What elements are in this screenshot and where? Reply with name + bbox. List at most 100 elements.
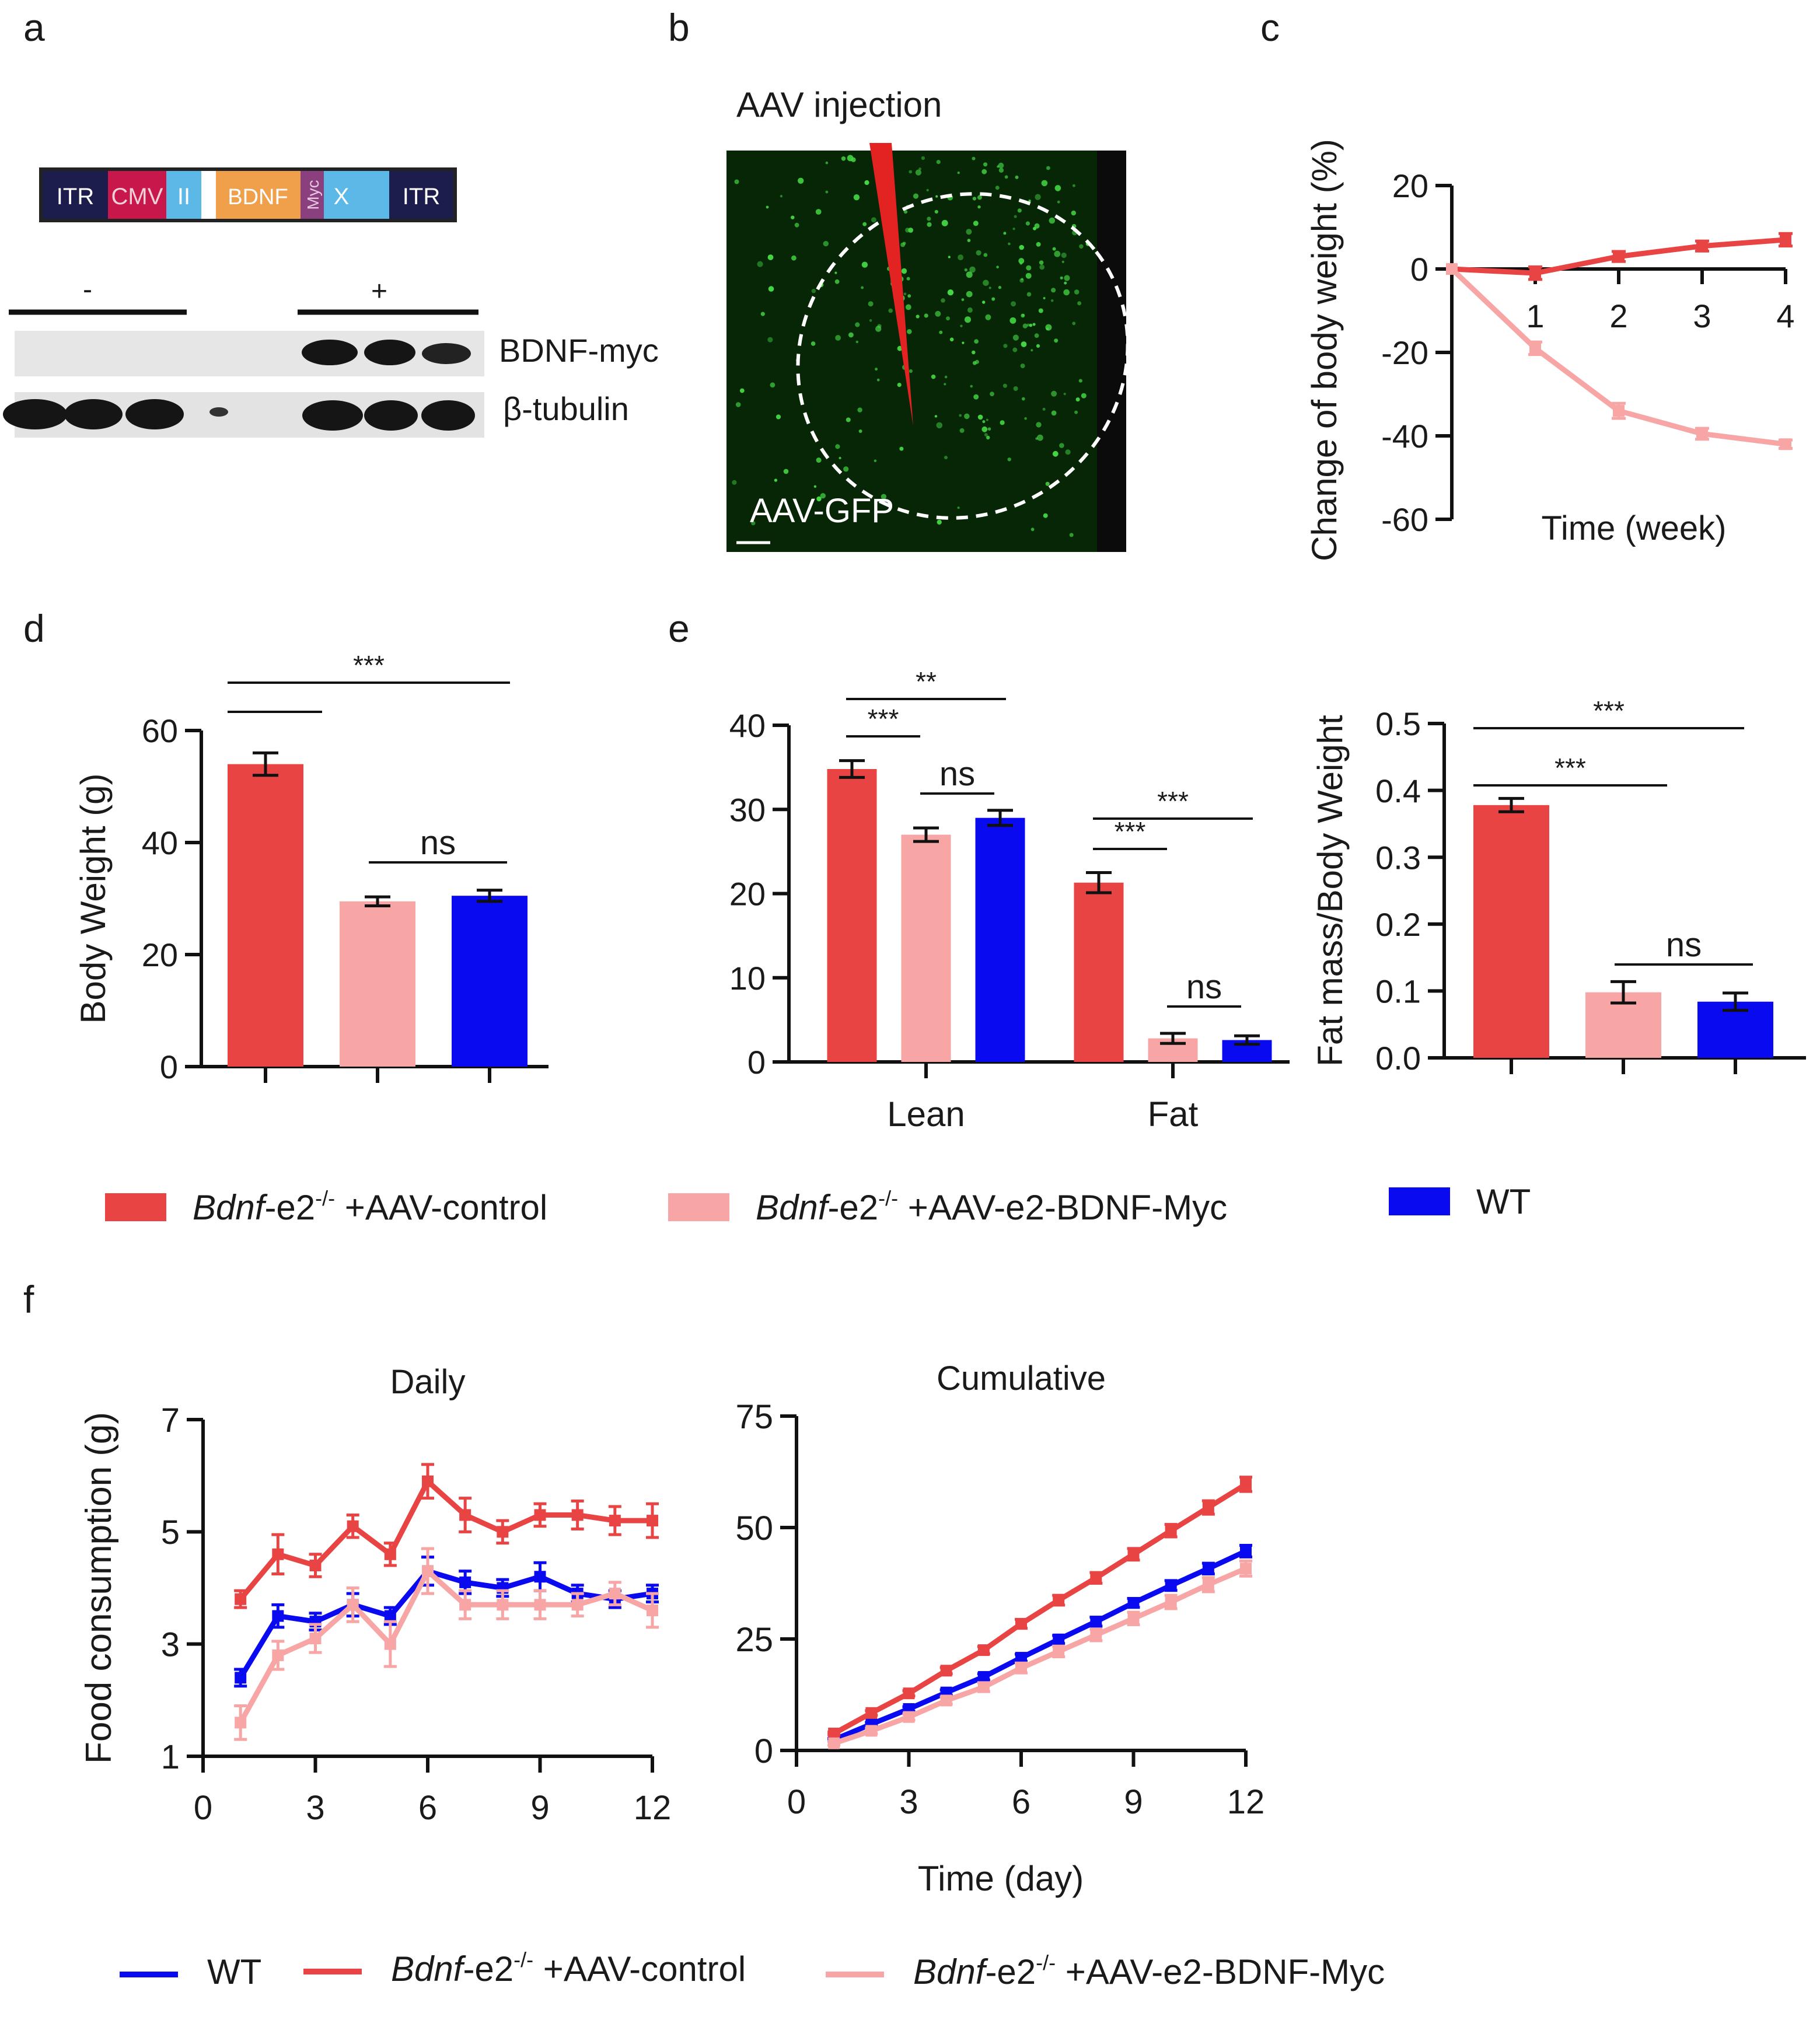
gfp-cell [834, 279, 840, 284]
data-point [977, 1644, 990, 1656]
gfp-cell [966, 271, 973, 278]
data-point [1165, 1596, 1177, 1608]
construct-label-itr-right: ITR [403, 184, 440, 209]
data-point [1240, 1563, 1252, 1575]
gfp-cell [1007, 457, 1011, 462]
x-tick-label: Lean [887, 1095, 965, 1134]
gfp-cell [875, 368, 878, 371]
data-point [571, 1509, 584, 1521]
data-point [1127, 1612, 1140, 1624]
construct-label-bdnf: BDNF [228, 185, 288, 209]
gfp-cell [843, 466, 849, 472]
y-tick-label: 20 [729, 876, 766, 913]
gfp-cell [985, 314, 991, 320]
data-point [1696, 240, 1708, 252]
gfp-cell [739, 388, 745, 393]
y-axis-label: Body Weight (g) [74, 773, 113, 1023]
gfp-cell [1071, 210, 1077, 216]
gfp-cell [864, 180, 869, 186]
gfp-cell [1063, 393, 1066, 396]
data-point [309, 1560, 322, 1572]
blot-image [3, 331, 484, 438]
gfp-cell [846, 417, 851, 422]
gfp-cell [1064, 275, 1070, 281]
legend-swatch [1389, 1187, 1450, 1215]
chart-c: -60 -40 -20 0 20 1 2 3 4 Change of body weight (%… [1305, 139, 1795, 561]
injection-needle [869, 143, 913, 426]
data-point [422, 1475, 434, 1487]
data-point [1202, 1501, 1214, 1514]
data-point [865, 1725, 878, 1737]
y-tick-label: 20 [142, 936, 178, 973]
x-tick-label: 12 [634, 1789, 672, 1827]
gfp-cell [1021, 397, 1025, 401]
gfp-cell [988, 286, 991, 289]
gfp-cell [857, 407, 862, 413]
gfp-cell [974, 359, 979, 364]
panel-b: AAV injection AAV-GFP [726, 85, 1130, 552]
gfp-cell [1060, 276, 1063, 279]
gfp-cell [957, 506, 960, 509]
significance-label: ns [939, 755, 975, 793]
gfp-cell [969, 266, 976, 273]
gfp-cell [936, 422, 943, 429]
gfp-cell [825, 190, 829, 194]
gfp-cell [986, 418, 988, 421]
gfp-cell [921, 156, 925, 160]
gfp-cell [1019, 244, 1024, 250]
y-tick-label: -40 [1381, 418, 1428, 455]
chart-e-right: 0.0 0.1 0.2 0.3 0.4 0.5 Fat mass/Body Weight **… [1311, 696, 1806, 1077]
gfp-cell [876, 378, 880, 382]
bar [1473, 805, 1549, 1058]
gfp-cell [1039, 264, 1045, 270]
gfp-cell [791, 255, 797, 261]
gfp-cell [941, 298, 945, 303]
legend-label: Bdnf-e2-/- +AAV-control [391, 1948, 746, 1988]
panel-b-title: AAV injection [736, 85, 942, 124]
blot-group-plus: + [371, 276, 387, 307]
construct-label-myc: Myc [304, 180, 322, 209]
gfp-cell [962, 341, 965, 344]
gfp-cell [927, 222, 932, 227]
gfp-cell [1063, 289, 1070, 296]
x-tick-label: 3 [306, 1789, 324, 1827]
bar [228, 764, 303, 1067]
gfp-cell [941, 219, 948, 226]
y-tick-label: 50 [735, 1509, 773, 1547]
gfp-cell [823, 240, 829, 247]
data-point [571, 1599, 584, 1611]
gfp-cell [982, 420, 986, 424]
gfp-cell [934, 415, 938, 418]
gfp-cell [1049, 217, 1056, 224]
gfp-cell [905, 228, 910, 233]
y-tick-label: 60 [142, 712, 178, 749]
y-tick-label: 0.0 [1375, 1040, 1421, 1077]
significance-label: *** [1554, 753, 1586, 783]
gfp-cell [970, 385, 973, 388]
gfp-cell [1022, 323, 1028, 328]
construct-label-x: X [334, 184, 350, 209]
data-point [384, 1610, 396, 1622]
panel-letters: a b c d e f [23, 6, 1280, 1321]
chart-f-daily: 1 3 5 7 0 3 6 9 12 Daily Food consumption (g) [79, 1363, 671, 1827]
legend-label: Bdnf-e2-/- +AAV-e2-BDNF-Myc [913, 1951, 1385, 1991]
gfp-cell [1028, 200, 1031, 202]
y-axis-label: Fat mass/Body Weight [1311, 715, 1350, 1067]
gfp-cell [834, 271, 837, 274]
gfp-cell [770, 382, 775, 388]
gfp-cell [732, 480, 737, 485]
y-tick-label: 40 [142, 824, 178, 861]
legend-label: WT [1476, 1182, 1531, 1221]
gfp-cell [848, 332, 854, 338]
y-tick-label: 5 [161, 1514, 180, 1551]
gfp-cell [944, 456, 948, 460]
gfp-cell [1021, 313, 1025, 318]
significance-label: *** [1115, 816, 1146, 847]
gfp-cell [1025, 221, 1030, 226]
gfp-cell [1054, 185, 1061, 191]
construct-label-itr-left: ITR [57, 184, 94, 209]
y-tick-label: 25 [735, 1621, 773, 1659]
gfp-cell [1059, 443, 1064, 448]
panel-letter-c: c [1260, 6, 1280, 49]
y-tick-label: 0 [747, 1044, 766, 1081]
